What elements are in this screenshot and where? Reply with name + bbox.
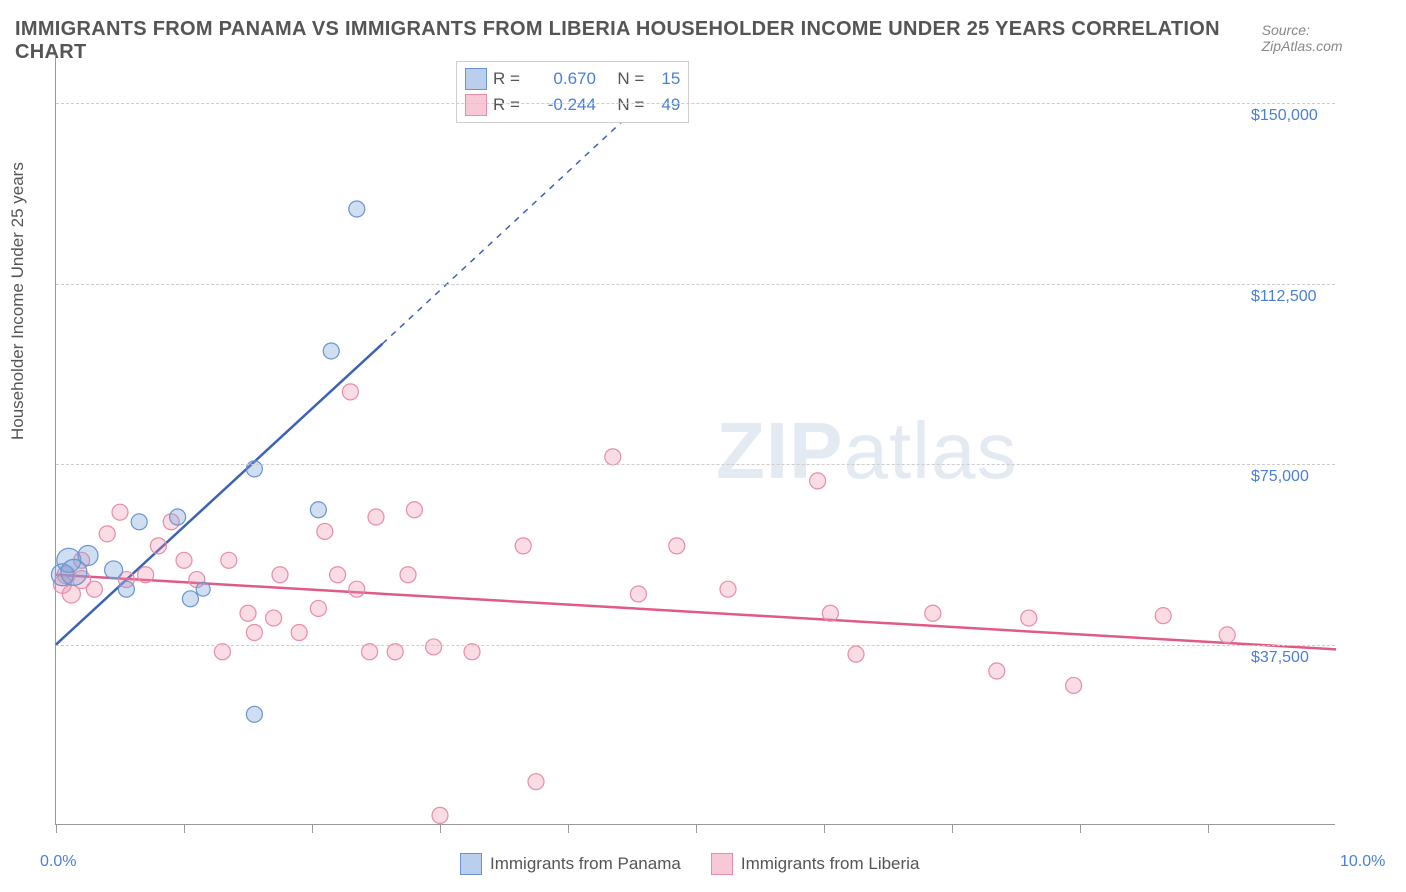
data-point [150, 538, 166, 554]
data-point [515, 538, 531, 554]
data-point [387, 644, 403, 660]
x-tick [696, 825, 697, 833]
swatch-panama [465, 68, 487, 90]
x-tick [440, 825, 441, 833]
data-point [170, 509, 186, 525]
data-point [1021, 610, 1037, 626]
data-point [246, 625, 262, 641]
y-tick-label: $150,000 [1251, 107, 1318, 125]
data-point [720, 581, 736, 597]
data-point [925, 605, 941, 621]
data-point [240, 605, 256, 621]
x-tick [952, 825, 953, 833]
x-tick [184, 825, 185, 833]
data-point [432, 807, 448, 823]
data-point [272, 567, 288, 583]
plot-area: ZIPatlas R = 0.670 N = 15 R = -0.244 N =… [55, 55, 1335, 825]
gridline [56, 645, 1335, 646]
data-point [349, 201, 365, 217]
swatch-liberia [465, 94, 487, 116]
x-tick [1208, 825, 1209, 833]
data-point [822, 605, 838, 621]
x-tick [56, 825, 57, 833]
data-point [131, 514, 147, 530]
swatch-panama-bottom [460, 853, 482, 875]
bottom-legend-liberia: Immigrants from Liberia [711, 853, 920, 875]
legend-row-liberia: R = -0.244 N = 49 [465, 92, 680, 118]
source-label: Source: ZipAtlas.com [1262, 22, 1391, 54]
data-point [310, 600, 326, 616]
data-point [330, 567, 346, 583]
x-tick [824, 825, 825, 833]
x-tick [312, 825, 313, 833]
data-point [426, 639, 442, 655]
x-min-label: 0.0% [40, 853, 76, 871]
data-point [605, 449, 621, 465]
data-point [810, 473, 826, 489]
data-point [310, 502, 326, 518]
n-label: N = [617, 69, 644, 89]
data-point [246, 706, 262, 722]
bottom-legend: Immigrants from Panama Immigrants from L… [460, 853, 919, 875]
data-point [1066, 677, 1082, 693]
n-value-panama: 15 [650, 69, 680, 89]
data-point [406, 502, 422, 518]
data-point [214, 644, 230, 660]
y-tick-label: $37,500 [1251, 649, 1309, 667]
data-point [138, 567, 154, 583]
data-point [118, 581, 134, 597]
data-point [291, 625, 307, 641]
data-point [1219, 627, 1235, 643]
r-value-liberia: -0.244 [526, 95, 596, 115]
data-point [221, 552, 237, 568]
x-tick [1080, 825, 1081, 833]
data-point [323, 343, 339, 359]
data-point [86, 581, 102, 597]
data-point [342, 384, 358, 400]
n-label: N = [617, 95, 644, 115]
data-point [669, 538, 685, 554]
y-axis-label: Householder Income Under 25 years [8, 162, 28, 440]
data-point [464, 644, 480, 660]
correlation-legend: R = 0.670 N = 15 R = -0.244 N = 49 [456, 61, 689, 123]
data-point [112, 504, 128, 520]
data-point [989, 663, 1005, 679]
x-tick [568, 825, 569, 833]
bottom-legend-liberia-label: Immigrants from Liberia [741, 854, 920, 874]
data-point [78, 546, 98, 566]
data-point [400, 567, 416, 583]
data-point [368, 509, 384, 525]
data-point [362, 644, 378, 660]
data-point [528, 774, 544, 790]
r-value-panama: 0.670 [526, 69, 596, 89]
data-point [266, 610, 282, 626]
chart-svg [56, 55, 1335, 824]
y-tick-label: $75,000 [1251, 468, 1309, 486]
data-point [105, 561, 123, 579]
bottom-legend-panama-label: Immigrants from Panama [490, 854, 681, 874]
data-point [317, 523, 333, 539]
data-point [176, 552, 192, 568]
gridline [56, 464, 1335, 465]
data-point [196, 582, 210, 596]
x-max-label: 10.0% [1340, 853, 1385, 871]
n-value-liberia: 49 [650, 95, 680, 115]
r-label: R = [493, 95, 520, 115]
data-point [1155, 608, 1171, 624]
data-point [349, 581, 365, 597]
legend-row-panama: R = 0.670 N = 15 [465, 66, 680, 92]
gridline [56, 103, 1335, 104]
swatch-liberia-bottom [711, 853, 733, 875]
bottom-legend-panama: Immigrants from Panama [460, 853, 681, 875]
data-point [630, 586, 646, 602]
data-point [848, 646, 864, 662]
gridline [56, 284, 1335, 285]
data-point [99, 526, 115, 542]
y-tick-label: $112,500 [1251, 288, 1317, 306]
r-label: R = [493, 69, 520, 89]
data-point [182, 591, 198, 607]
